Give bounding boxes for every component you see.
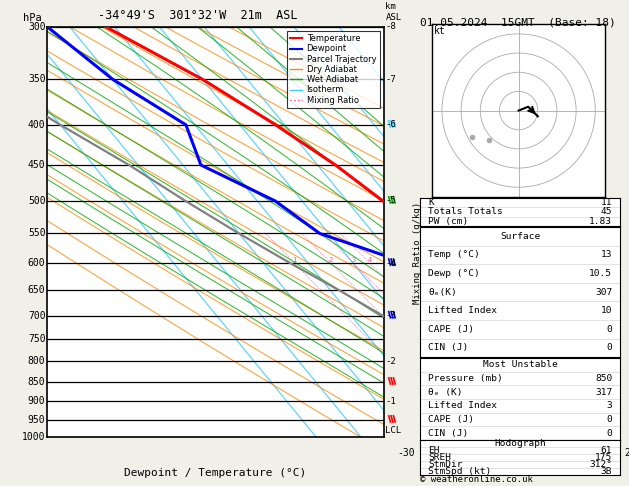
Text: EH: EH — [428, 446, 440, 455]
Text: Hodograph: Hodograph — [494, 439, 546, 448]
Text: km
ASL: km ASL — [386, 2, 401, 22]
Text: hPa: hPa — [23, 13, 42, 23]
Text: -3: -3 — [386, 311, 396, 320]
Text: 01.05.2024  15GMT  (Base: 18): 01.05.2024 15GMT (Base: 18) — [420, 17, 616, 27]
Text: 4: 4 — [368, 257, 372, 263]
Text: CIN (J): CIN (J) — [428, 344, 469, 352]
Text: 20: 20 — [625, 448, 629, 458]
Text: Totals Totals: Totals Totals — [428, 208, 503, 216]
Text: -1: -1 — [386, 397, 396, 406]
Text: Surface: Surface — [500, 232, 540, 241]
Text: StmDir: StmDir — [428, 460, 463, 469]
Text: 0: 0 — [606, 415, 612, 424]
Text: StmSpd (kt): StmSpd (kt) — [428, 468, 491, 476]
Text: 1000: 1000 — [22, 433, 45, 442]
Text: Temp (°C): Temp (°C) — [428, 250, 480, 260]
Text: LCL: LCL — [386, 426, 401, 435]
Text: 0: 0 — [606, 344, 612, 352]
Text: 3: 3 — [606, 401, 612, 410]
Text: © weatheronline.co.uk: © weatheronline.co.uk — [420, 474, 533, 484]
Text: CAPE (J): CAPE (J) — [428, 325, 474, 334]
Text: -8: -8 — [386, 22, 396, 31]
Text: 750: 750 — [28, 334, 45, 344]
Text: -34°49'S  301°32'W  21m  ASL: -34°49'S 301°32'W 21m ASL — [97, 9, 297, 22]
Text: SREH: SREH — [428, 453, 451, 462]
Text: 600: 600 — [28, 258, 45, 268]
Text: 11: 11 — [601, 198, 612, 207]
Text: 45: 45 — [601, 208, 612, 216]
Legend: Temperature, Dewpoint, Parcel Trajectory, Dry Adiabat, Wet Adiabat, Isotherm, Mi: Temperature, Dewpoint, Parcel Trajectory… — [287, 31, 379, 108]
Text: CAPE (J): CAPE (J) — [428, 415, 474, 424]
Text: Dewpoint / Temperature (°C): Dewpoint / Temperature (°C) — [125, 468, 306, 478]
Text: 800: 800 — [28, 356, 45, 366]
Text: 10: 10 — [601, 306, 612, 315]
Text: Pressure (mb): Pressure (mb) — [428, 374, 503, 383]
Text: -20: -20 — [442, 448, 460, 458]
Text: -6: -6 — [386, 121, 396, 129]
Text: 1: 1 — [292, 257, 297, 263]
Text: 10.5: 10.5 — [589, 269, 612, 278]
Text: -7: -7 — [386, 75, 396, 84]
Text: Dewp (°C): Dewp (°C) — [428, 269, 480, 278]
Text: 312°: 312° — [589, 460, 612, 469]
Text: 175: 175 — [595, 453, 612, 462]
Text: 650: 650 — [28, 285, 45, 295]
Text: 317: 317 — [595, 388, 612, 397]
Text: -10: -10 — [487, 448, 504, 458]
Text: 350: 350 — [28, 74, 45, 84]
Text: 850: 850 — [595, 374, 612, 383]
Text: -4: -4 — [386, 259, 396, 268]
Text: 850: 850 — [28, 377, 45, 387]
Text: θₑ(K): θₑ(K) — [428, 288, 457, 296]
Text: -30: -30 — [398, 448, 415, 458]
Text: 450: 450 — [28, 160, 45, 170]
Text: Lifted Index: Lifted Index — [428, 306, 497, 315]
Text: Lifted Index: Lifted Index — [428, 401, 497, 410]
Text: 3: 3 — [351, 257, 355, 263]
Text: 500: 500 — [28, 196, 45, 206]
Text: 400: 400 — [28, 120, 45, 130]
Text: 3B: 3B — [601, 468, 612, 476]
Text: 550: 550 — [28, 228, 45, 239]
Text: 0: 0 — [606, 429, 612, 437]
Text: 61: 61 — [601, 446, 612, 455]
Text: 0: 0 — [606, 325, 612, 334]
Text: 307: 307 — [595, 288, 612, 296]
Text: 2: 2 — [329, 257, 333, 263]
Text: 13: 13 — [601, 250, 612, 260]
Text: 700: 700 — [28, 311, 45, 321]
Text: 1.83: 1.83 — [589, 217, 612, 226]
Text: K: K — [428, 198, 434, 207]
Text: 950: 950 — [28, 415, 45, 425]
Text: kt: kt — [434, 26, 446, 36]
Text: CIN (J): CIN (J) — [428, 429, 469, 437]
Text: θₑ (K): θₑ (K) — [428, 388, 463, 397]
Text: 300: 300 — [28, 22, 45, 32]
Text: -5: -5 — [386, 196, 396, 206]
Text: Mixing Ratio (g/kg): Mixing Ratio (g/kg) — [413, 202, 422, 304]
Text: -2: -2 — [386, 357, 396, 366]
Text: PW (cm): PW (cm) — [428, 217, 469, 226]
Text: 900: 900 — [28, 397, 45, 406]
Text: 0: 0 — [538, 448, 543, 458]
Text: Most Unstable: Most Unstable — [483, 361, 557, 369]
Text: 10: 10 — [580, 448, 591, 458]
